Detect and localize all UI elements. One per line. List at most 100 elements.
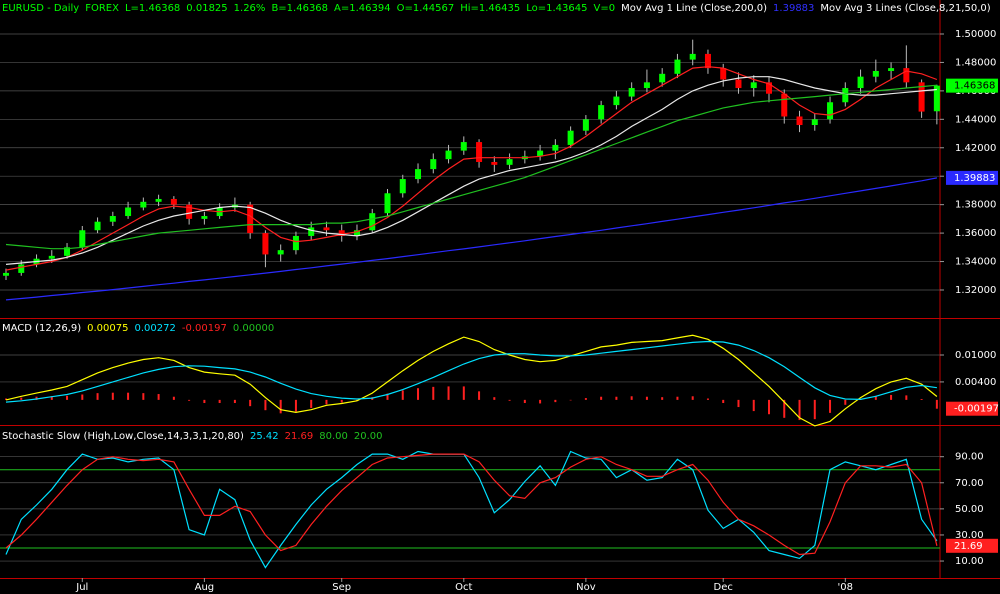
candle-body xyxy=(613,96,620,106)
histogram-bar xyxy=(722,399,725,404)
candle-body xyxy=(811,119,818,126)
histogram-bar xyxy=(493,397,496,400)
candle-body xyxy=(628,88,635,97)
last-value-box xyxy=(946,78,998,93)
last-value-box xyxy=(946,401,998,416)
x-tick-label: Sep xyxy=(332,582,351,593)
histogram-bar xyxy=(233,399,236,404)
histogram-bar xyxy=(188,399,191,401)
candle-body xyxy=(720,68,727,80)
candle-body xyxy=(827,102,834,120)
candle-body xyxy=(170,198,177,205)
histogram-bar xyxy=(386,393,389,400)
histogram-bar xyxy=(935,399,938,409)
y-tick-label: 0.01000 xyxy=(955,350,996,361)
header-text: 0.00000 xyxy=(233,323,274,334)
candle-body xyxy=(415,169,422,180)
last-value-label: 1.46368 xyxy=(954,81,995,92)
histogram-bar xyxy=(462,386,465,400)
candle-body xyxy=(857,76,864,89)
header-text: 0.00272 xyxy=(135,323,176,334)
y-tick-label: 1.32000 xyxy=(955,285,996,296)
histogram-bar xyxy=(203,399,206,404)
stochastic-line xyxy=(5,453,938,556)
header-text: Mov Avg 3 Lines (Close,8,21,50,0) xyxy=(820,3,990,14)
last-value-label: 21.69 xyxy=(954,541,983,552)
header-text: FOREX xyxy=(85,3,119,14)
y-tick-label: 0.00400 xyxy=(955,377,996,388)
histogram-bar xyxy=(417,388,420,400)
candle-body xyxy=(598,105,605,120)
histogram-bar xyxy=(5,398,7,400)
header-text: 25.42 xyxy=(250,431,279,442)
histogram-bar xyxy=(264,399,267,411)
histogram-bar xyxy=(142,393,145,400)
histogram-bar xyxy=(20,397,23,400)
y-tick-label: 1.36000 xyxy=(955,228,996,239)
candle-body xyxy=(537,150,544,157)
moving-average xyxy=(5,76,937,265)
candle-body xyxy=(64,247,71,256)
candle-body xyxy=(155,198,162,202)
candle-body xyxy=(3,272,9,276)
histogram-bar xyxy=(691,396,694,400)
header-text: Mov Avg 1 Line (Close,200,0) xyxy=(621,3,767,14)
y-tick-label: 70.00 xyxy=(955,478,984,489)
histogram-bar xyxy=(874,395,877,400)
histogram-bar xyxy=(249,399,252,407)
last-value-box xyxy=(946,538,998,553)
y-tick-label: 30.00 xyxy=(955,530,984,541)
candle-body xyxy=(48,255,55,259)
histogram-bar xyxy=(645,396,648,400)
candle-body xyxy=(704,53,711,69)
candle-body xyxy=(674,59,681,74)
histogram-bar xyxy=(844,399,847,405)
candle-body xyxy=(918,82,925,112)
histogram-bar xyxy=(478,391,481,400)
candle-body xyxy=(552,144,559,151)
x-tick-label: '08 xyxy=(838,582,853,593)
candle-body xyxy=(933,85,940,112)
histogram-bar xyxy=(554,399,557,403)
header-text: 21.69 xyxy=(285,431,314,442)
histogram-bar xyxy=(111,392,114,400)
histogram-bar xyxy=(157,394,160,400)
candle-body xyxy=(476,142,483,162)
candle-body xyxy=(689,53,696,60)
header-text: Stochastic Slow (High,Low,Close,14,3,3,1… xyxy=(2,431,244,442)
moving-average xyxy=(5,177,938,301)
histogram-bar xyxy=(50,396,53,400)
histogram-bar xyxy=(294,399,297,412)
header-text: MACD (12,26,9) xyxy=(2,323,81,334)
moving-average xyxy=(5,66,938,271)
x-tick-label: Dec xyxy=(714,582,733,593)
candle-body xyxy=(735,79,742,89)
y-tick-label: 1.42000 xyxy=(955,143,996,154)
histogram-bar xyxy=(66,395,69,400)
candle-body xyxy=(247,204,254,234)
last-value-label: -0.00197 xyxy=(954,404,999,415)
histogram-bar xyxy=(310,399,313,408)
histogram-bar xyxy=(615,396,618,400)
histogram-bar xyxy=(401,390,404,400)
header-text: 1.39883 xyxy=(773,3,814,14)
candle-body xyxy=(201,216,208,219)
candle-body xyxy=(292,235,299,251)
y-tick-label: 10.00 xyxy=(955,556,984,567)
candle-body xyxy=(781,93,788,117)
histogram-bar xyxy=(706,398,709,400)
candle-body xyxy=(506,159,513,165)
x-tick-label: Oct xyxy=(455,582,472,593)
candle-body xyxy=(323,227,330,231)
y-tick-label: 1.50000 xyxy=(955,29,996,40)
histogram-bar xyxy=(172,396,175,400)
candle-body xyxy=(567,130,574,145)
histogram-bar xyxy=(661,397,664,400)
y-tick-label: 1.38000 xyxy=(955,200,996,211)
header-text: Hi=1.46435 xyxy=(460,3,520,14)
histogram-bar xyxy=(569,399,572,401)
header-text: 1.26% xyxy=(234,3,266,14)
candle-body xyxy=(125,207,132,217)
header-text: 0.01825 xyxy=(186,3,227,14)
